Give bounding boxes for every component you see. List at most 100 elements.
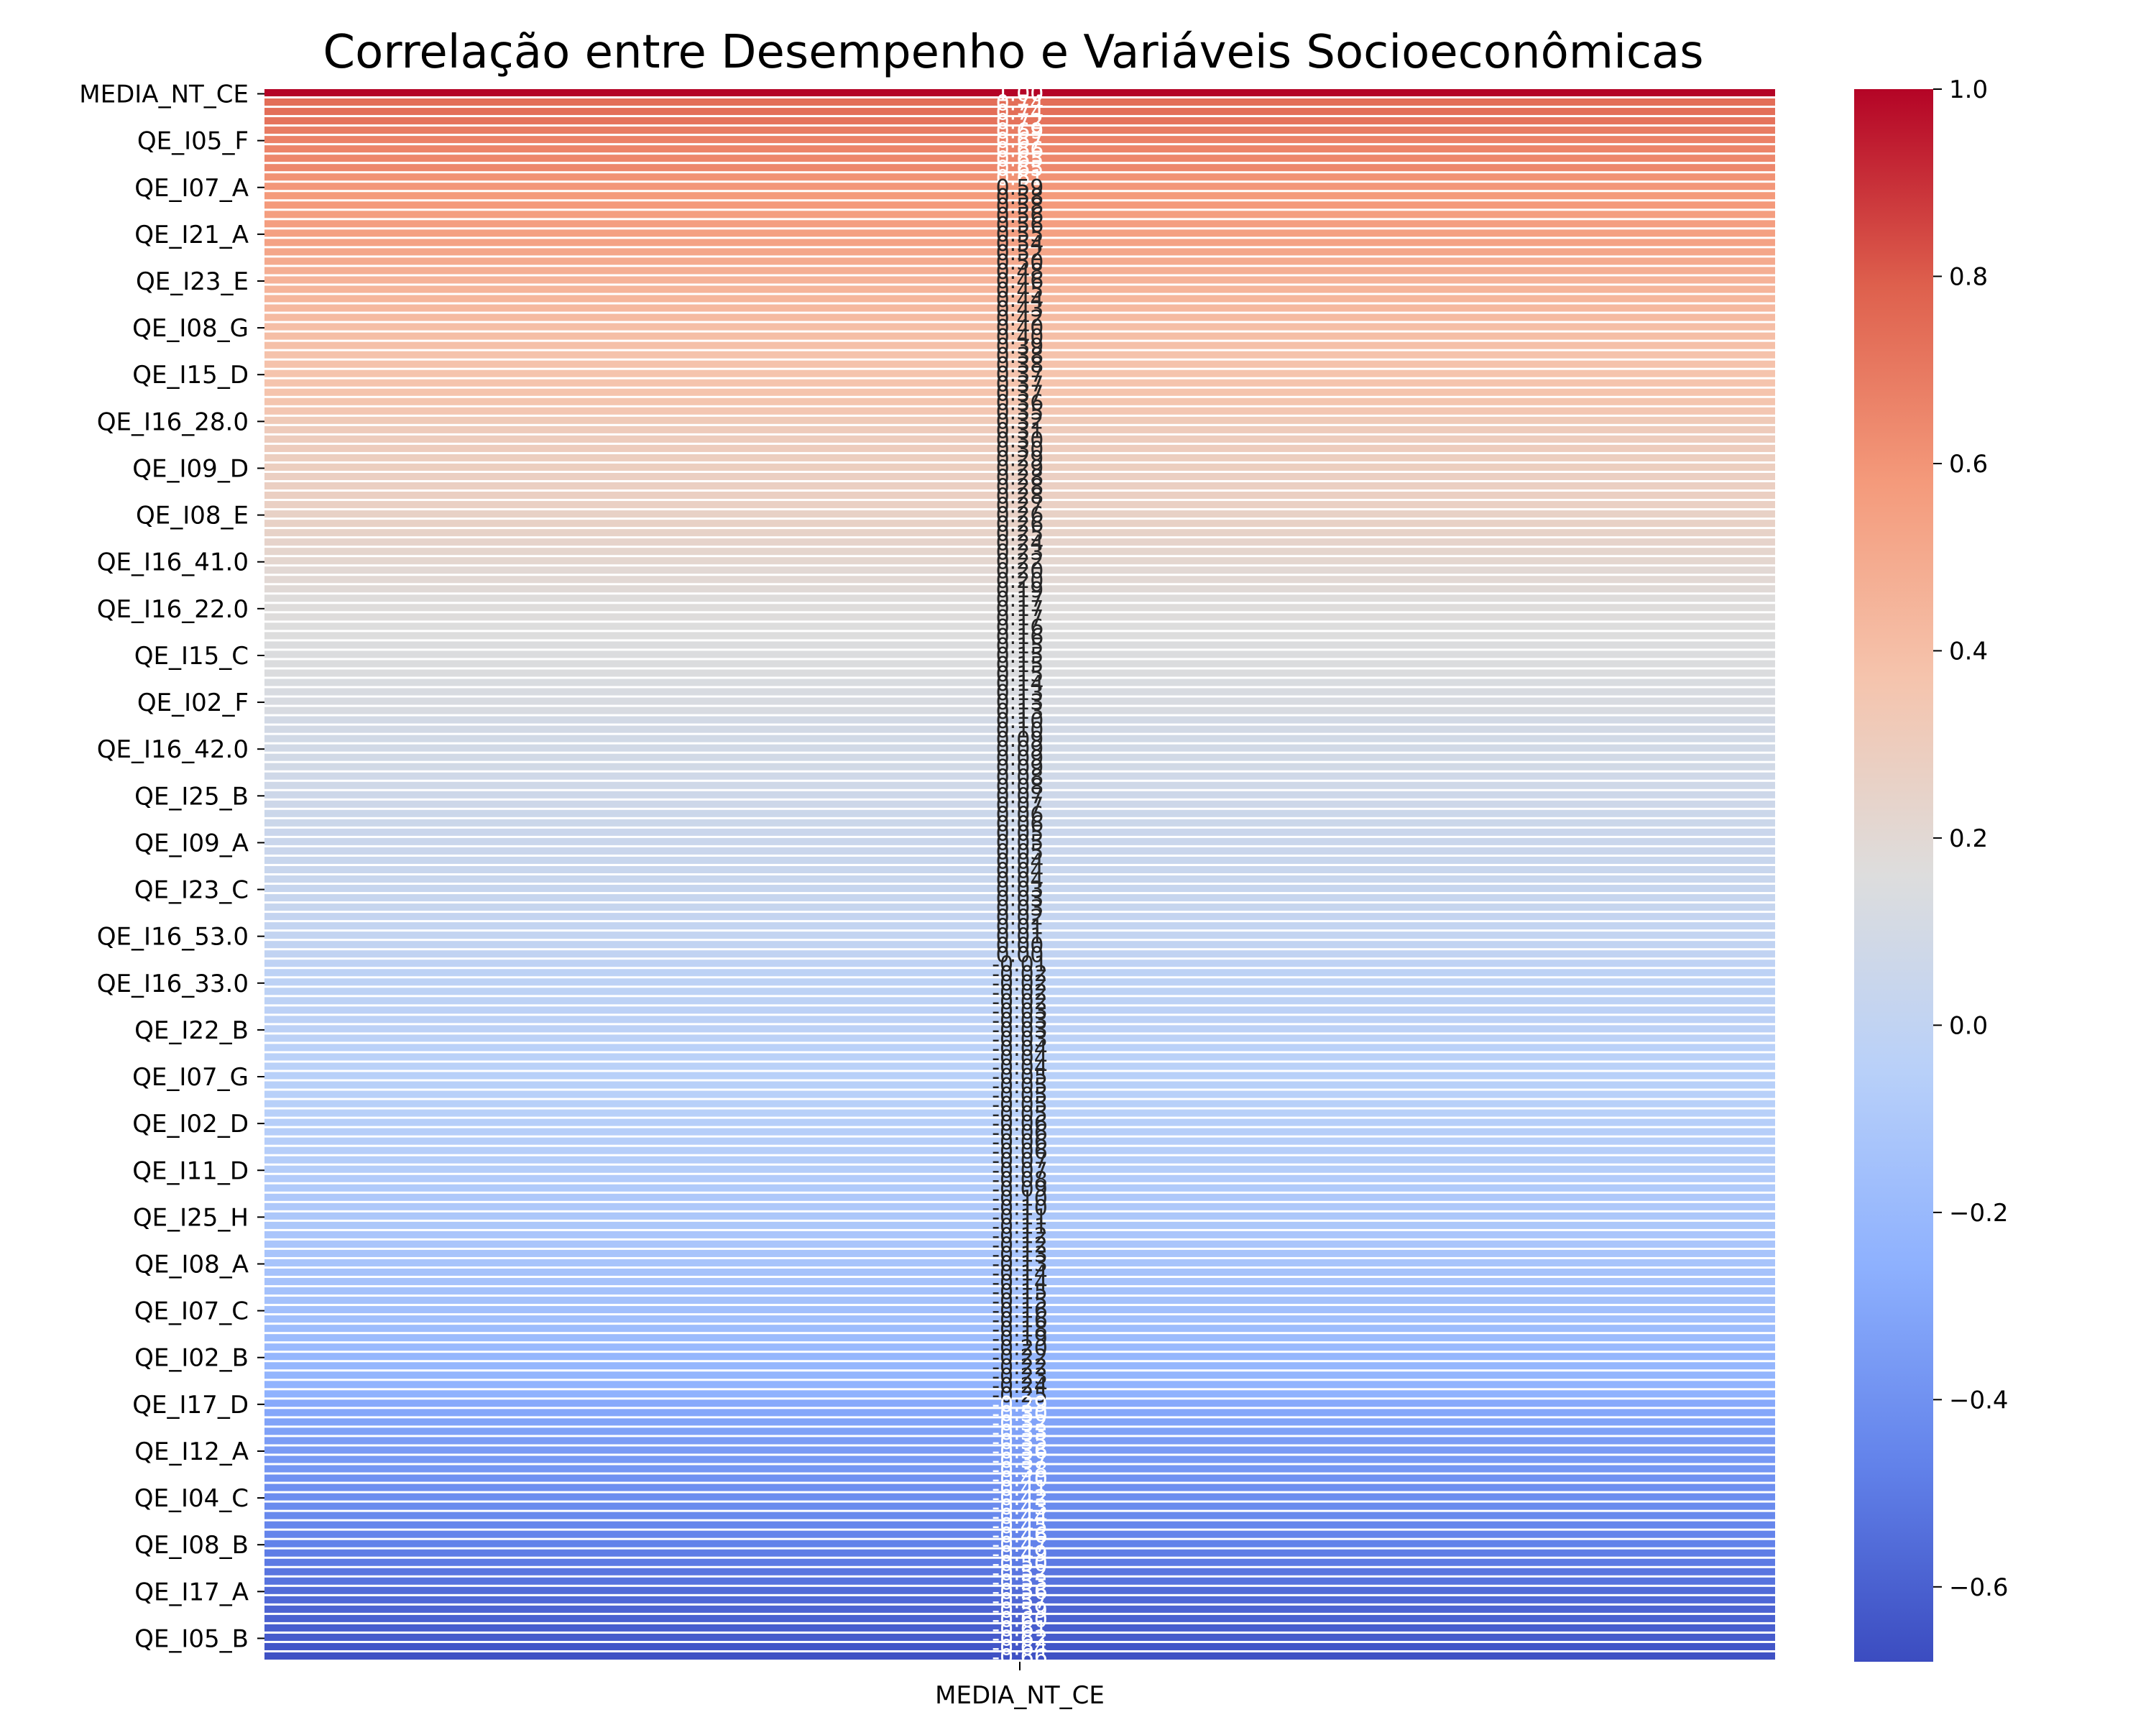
cell-value-label: 0.07 [996,793,1044,818]
heatmap-cell [264,520,1775,528]
cell-value-label: -0.29 [992,1392,1048,1417]
cell-value-label: -0.05 [992,1102,1048,1127]
cell-value-label: -0.47 [992,1532,1048,1558]
heatmap-cell [264,1006,1775,1014]
heatmap-cell [264,1259,1775,1266]
heatmap-cell [264,1062,1775,1070]
heatmap-cell [264,669,1775,677]
cell-value-label: 0.03 [996,896,1044,921]
cell-value-label: 0.22 [996,550,1044,575]
cell-value-label: -0.57 [992,1588,1048,1614]
heatmap-cell [264,1549,1775,1557]
cell-value-label: 0.05 [996,830,1044,855]
cell-value-label: -0.19 [992,1327,1048,1352]
heatmap-cell [264,950,1775,958]
heatmap-cell [264,1240,1775,1248]
cell-value-label: -0.03 [992,1018,1048,1043]
cell-value-label: -0.22 [992,1355,1048,1380]
colorbar-tick-label: 1.0 [1949,75,1988,104]
heatmap-cell [264,472,1775,480]
y-tick-label: QE_I09_D [132,454,249,483]
heatmap-cell [264,501,1775,509]
cell-value-label: -0.22 [992,1346,1048,1371]
heatmap-cell [264,632,1775,640]
y-tick-label: QE_I16_28.0 [97,408,249,436]
heatmap-cell [264,1614,1775,1622]
heatmap-cell [264,613,1775,621]
y-tick-label: QE_I25_H [133,1203,249,1232]
cell-value-label: -0.06 [992,1139,1048,1164]
heatmap-cell [264,1306,1775,1314]
heatmap-cell [264,641,1775,649]
y-tick-label: QE_I15_D [132,361,249,390]
cell-value-label: -0.49 [992,1542,1048,1567]
heatmap-cell [264,1146,1775,1154]
cell-value-label: -0.04 [992,1036,1048,1062]
cell-value-label: 0.74 [996,91,1044,116]
heatmap-cell [264,828,1775,836]
heatmap-cell [264,1202,1775,1210]
cell-value-label: -0.46 [992,1523,1048,1548]
cell-value-label: -0.09 [992,1177,1048,1202]
y-tick-label: QE_I17_A [134,1578,249,1606]
heatmap-cell [264,1624,1775,1632]
cell-value-label: 0.40 [996,316,1044,341]
cell-value-label: -0.61 [992,1616,1048,1642]
heatmap-cell [264,1484,1775,1491]
cell-value-label: 0.08 [996,765,1044,790]
cell-value-label: 0.17 [996,597,1044,622]
heatmap-cell [264,257,1775,265]
heatmap-cell [264,1502,1775,1510]
cell-value-label: 0.29 [996,456,1044,481]
heatmap-cell [264,304,1775,312]
colorbar-tick-label: −0.4 [1949,1386,2009,1414]
y-tick-label: QE_I16_33.0 [97,970,249,998]
heatmap-cell [264,1586,1775,1594]
cell-value-label: -0.12 [992,1233,1048,1258]
colorbar-gradient [1854,89,1933,1662]
heatmap-cell [264,819,1775,827]
cell-value-label: 0.15 [996,662,1044,687]
cell-value-label: 0.04 [996,868,1044,893]
heatmap-cell [264,903,1775,911]
heatmap-cell [264,1297,1775,1305]
heatmap-cell [264,1493,1775,1501]
cell-value-label: 0.05 [996,821,1044,846]
heatmap-cell [264,1128,1775,1136]
cell-value-label: -0.14 [992,1271,1048,1296]
heatmap-cell [264,744,1775,752]
heatmap-cell [264,164,1775,172]
cell-value-label: 0.10 [996,709,1044,734]
cell-value-label: -0.16 [992,1299,1048,1324]
heatmap-cell [264,1568,1775,1576]
cell-value-label: 0.27 [996,494,1044,519]
heatmap-cell [264,1315,1775,1323]
cell-value-label: -0.13 [992,1251,1048,1276]
cell-value-label: 0.55 [996,222,1044,247]
cell-value-label: 0.72 [996,110,1044,135]
cell-value-label: 0.13 [996,690,1044,715]
cell-value-label: 0.20 [996,569,1044,594]
heatmap-cell [264,725,1775,733]
heatmap-cell [264,800,1775,808]
heatmap-cell [264,1165,1775,1173]
cell-value-label: -0.13 [992,1242,1048,1267]
cell-value-label: 0.65 [996,157,1044,182]
cell-value-label: -0.14 [992,1261,1048,1287]
cell-value-label: -0.06 [992,1121,1048,1146]
cell-value-label: -0.59 [992,1598,1048,1623]
cell-value-label: 0.61 [996,166,1044,191]
heatmap-cell [264,969,1775,977]
y-tick-label: QE_I05_B [134,1624,249,1653]
heatmap-cell [264,1371,1775,1379]
colorbar-tick-label: −0.2 [1949,1199,2009,1228]
heatmap-cell [264,1269,1775,1276]
heatmap-cell [264,1474,1775,1482]
y-tick-label: QE_I15_C [134,642,249,671]
heatmap-cell [264,229,1775,237]
heatmap-cell [264,1016,1775,1024]
heatmap-cell [264,239,1775,247]
cell-value-label: 0.09 [996,727,1044,753]
heatmap-cell [264,585,1775,593]
heatmap-cell [264,1558,1775,1566]
